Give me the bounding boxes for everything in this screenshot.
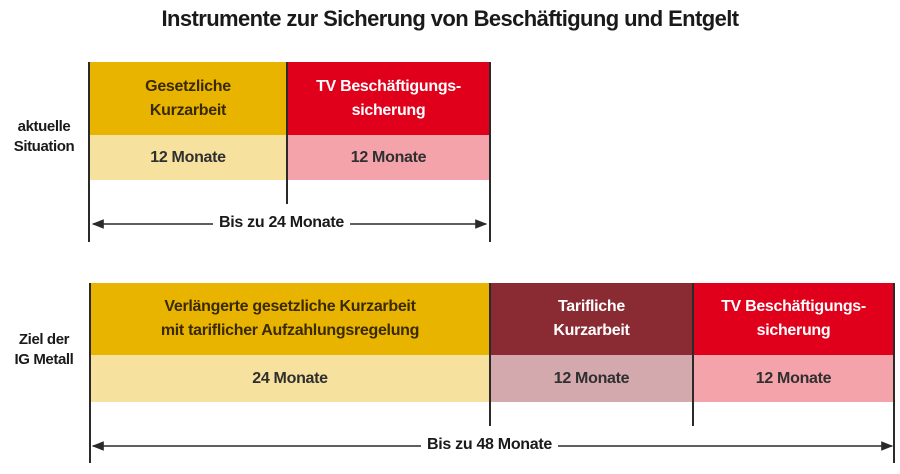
current-duration-legal: 12 Monate (89, 135, 287, 180)
current-mid-boundary (286, 62, 288, 204)
goal-total-label: Bis zu 48 Monate (421, 436, 559, 454)
goal-duration-tv: 12 Monate (693, 355, 894, 402)
goal-mid-boundary-1 (489, 283, 491, 426)
goal-duration-extended: 24 Monate (90, 355, 490, 402)
page-title: Instrumente zur Sicherung von Beschäftig… (161, 6, 740, 31)
current-box-tv-employment-security: TV Beschäftigungs- sicherung (287, 62, 490, 135)
current-left-boundary (88, 62, 90, 242)
current-total-label: Bis zu 24 Monate (213, 214, 351, 232)
row-label-goal: Ziel der IG Metall (14, 331, 74, 368)
goal-duration-tariff: 12 Monate (490, 355, 693, 402)
goal-box-tariff-short-time-work: Tarifliche Kurzarbeit (490, 283, 693, 355)
current-duration-tv: 12 Monate (287, 135, 490, 180)
goal-right-boundary (893, 283, 895, 463)
current-right-boundary (489, 62, 491, 242)
goal-mid-boundary-2 (692, 283, 694, 426)
goal-left-boundary (89, 283, 91, 463)
row-label-current: aktuelle Situation (13, 118, 75, 155)
goal-box-tv-employment-security: TV Beschäftigungs- sicherung (693, 283, 894, 355)
current-box-legal-short-time-work: Gesetzliche Kurzarbeit (89, 62, 287, 135)
goal-box-extended-short-time-work: Verlängerte gesetzliche Kurzarbeit mit t… (90, 283, 490, 355)
